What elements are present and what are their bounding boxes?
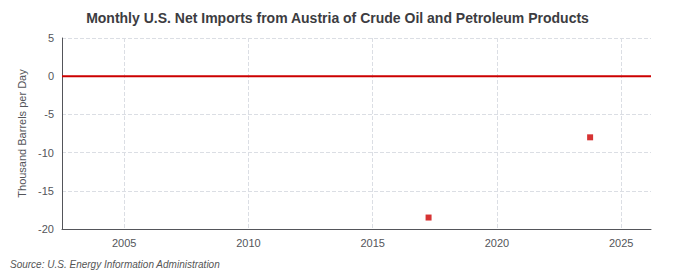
svg-text:-5: -5 xyxy=(44,108,54,120)
svg-text:0: 0 xyxy=(48,70,54,82)
svg-text:2005: 2005 xyxy=(112,237,136,249)
svg-text:2020: 2020 xyxy=(485,237,509,249)
svg-text:2010: 2010 xyxy=(236,237,260,249)
svg-text:Monthly U.S. Net Imports from: Monthly U.S. Net Imports from Austria of… xyxy=(86,10,589,26)
svg-text:Thousand Barrels per Day: Thousand Barrels per Day xyxy=(16,69,28,198)
svg-text:2025: 2025 xyxy=(609,237,633,249)
svg-text:-20: -20 xyxy=(38,223,54,235)
svg-text:2015: 2015 xyxy=(360,237,384,249)
svg-text:Source: U.S. Energy Informatio: Source: U.S. Energy Information Administ… xyxy=(10,259,220,270)
svg-text:5: 5 xyxy=(48,32,54,44)
svg-text:-10: -10 xyxy=(38,147,54,159)
svg-text:-15: -15 xyxy=(38,185,54,197)
